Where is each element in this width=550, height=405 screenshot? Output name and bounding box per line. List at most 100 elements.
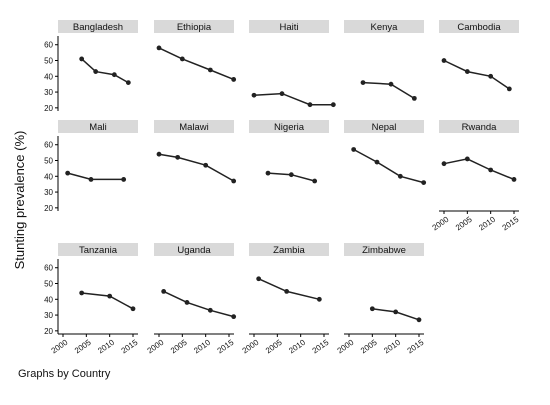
x-tick-label: 2010 bbox=[287, 338, 307, 356]
panel-title: Nigeria bbox=[274, 122, 305, 133]
x-tick-label: 2000 bbox=[50, 338, 70, 356]
graphs-by-note: Graphs by Country bbox=[18, 368, 111, 380]
y-tick-label: 20 bbox=[44, 204, 53, 213]
data-point bbox=[330, 102, 336, 108]
y-axis-title: Stunting prevalence (%) bbox=[12, 131, 27, 270]
y-tick-label: 30 bbox=[44, 188, 53, 197]
y-tick-label: 40 bbox=[44, 72, 53, 81]
y-tick-label: 60 bbox=[44, 41, 53, 50]
data-point bbox=[441, 58, 447, 63]
data-point bbox=[256, 276, 262, 282]
panel-haiti: Haiti bbox=[249, 20, 336, 108]
panel-title: Rwanda bbox=[462, 122, 498, 133]
data-point bbox=[231, 178, 237, 184]
panel-title: Uganda bbox=[177, 245, 211, 256]
data-point bbox=[107, 293, 113, 299]
panel-strip bbox=[58, 20, 138, 33]
data-point bbox=[125, 80, 131, 85]
x-tick-label: 2005 bbox=[73, 338, 93, 356]
data-point bbox=[312, 178, 318, 184]
panel-cambodia: Cambodia bbox=[439, 20, 519, 92]
panel-strip bbox=[154, 120, 234, 133]
data-point bbox=[203, 162, 209, 168]
panel-strip bbox=[154, 243, 234, 256]
series-line bbox=[258, 278, 320, 301]
x-tick-label: 2000 bbox=[336, 338, 356, 356]
panel-title: Nepal bbox=[372, 122, 397, 133]
panel-mali: Mali 20 30 40 50 60 bbox=[44, 120, 138, 213]
panel-strip bbox=[154, 20, 234, 33]
data-point bbox=[374, 159, 380, 165]
series-line bbox=[81, 58, 129, 84]
x-tick-label: 2000 bbox=[241, 338, 261, 356]
panel-title: Mali bbox=[89, 122, 106, 133]
x-tick-label: 2005 bbox=[264, 338, 284, 356]
series-line bbox=[158, 153, 235, 182]
x-tick-label: 2010 bbox=[192, 338, 212, 356]
panel-ethiopia: Ethiopia bbox=[154, 20, 237, 82]
x-tick-label: 2005 bbox=[169, 338, 189, 356]
panel-kenya: Kenya bbox=[344, 20, 424, 101]
data-point bbox=[369, 306, 375, 312]
panel-title: Cambodia bbox=[457, 22, 501, 33]
data-point bbox=[184, 300, 190, 305]
data-point bbox=[231, 77, 237, 82]
panel-strip bbox=[439, 20, 519, 33]
panel-bangladesh: Bangladesh 20 30 40 50 60 bbox=[44, 20, 138, 113]
data-point bbox=[393, 309, 399, 315]
x-tick-label: 2015 bbox=[501, 215, 521, 233]
panel-title: Kenya bbox=[371, 22, 399, 33]
y-tick-label: 60 bbox=[44, 264, 53, 273]
panel-strip bbox=[344, 120, 424, 133]
data-point bbox=[79, 56, 85, 62]
panel-zambia: Zambia 2000 2005 2010 2015 bbox=[241, 243, 331, 355]
panels: Bangladesh 20 30 40 50 60 Ethiopia Haiti Kenya Ca… bbox=[44, 20, 521, 355]
panel-strip bbox=[249, 243, 329, 256]
data-point bbox=[111, 72, 117, 78]
panel-nepal: Nepal bbox=[344, 120, 427, 186]
panel-title: Malawi bbox=[179, 122, 209, 133]
y-tick-label: 20 bbox=[44, 327, 53, 336]
panel-strip bbox=[249, 20, 329, 33]
series-line bbox=[362, 81, 415, 100]
x-tick-label: 2010 bbox=[382, 338, 402, 356]
data-point bbox=[207, 307, 213, 313]
data-point bbox=[93, 69, 99, 74]
panel-rwanda: Rwanda 2000 2005 2010 2015 bbox=[431, 120, 521, 232]
panel-strip bbox=[58, 243, 138, 256]
data-point bbox=[65, 170, 71, 176]
series-line bbox=[353, 148, 424, 184]
data-point bbox=[360, 80, 366, 85]
y-tick-label: 50 bbox=[44, 157, 53, 166]
panel-strip bbox=[249, 120, 329, 133]
data-point bbox=[506, 86, 512, 92]
data-point bbox=[316, 296, 322, 302]
y-tick-label: 50 bbox=[44, 280, 53, 289]
series-line bbox=[163, 290, 234, 318]
data-point bbox=[351, 147, 357, 152]
x-tick-label: 2010 bbox=[477, 215, 497, 233]
data-point bbox=[288, 172, 294, 178]
panel-malawi: Malawi bbox=[154, 120, 237, 184]
data-point bbox=[121, 177, 127, 182]
panel-strip bbox=[439, 120, 519, 133]
y-tick-label: 60 bbox=[44, 141, 53, 150]
x-tick-label: 2015 bbox=[216, 338, 236, 356]
data-point bbox=[156, 151, 162, 157]
data-point bbox=[130, 306, 136, 312]
y-tick-label: 30 bbox=[44, 311, 53, 320]
y-tick-label: 20 bbox=[44, 104, 53, 113]
data-point bbox=[279, 91, 285, 97]
series-line bbox=[67, 172, 124, 181]
data-point bbox=[511, 177, 517, 182]
y-tick-label: 30 bbox=[44, 88, 53, 97]
panel-tanzania: Tanzania 20 30 40 50 60 2000 2005 2010 2015 bbox=[44, 243, 140, 355]
data-point bbox=[284, 289, 290, 294]
x-tick-label: 2010 bbox=[96, 338, 116, 356]
series-line bbox=[443, 59, 510, 90]
x-tick-label: 2000 bbox=[146, 338, 166, 356]
panel-title: Zimbabwe bbox=[362, 245, 406, 256]
panel-nigeria: Nigeria bbox=[249, 120, 329, 184]
data-point bbox=[161, 289, 167, 294]
